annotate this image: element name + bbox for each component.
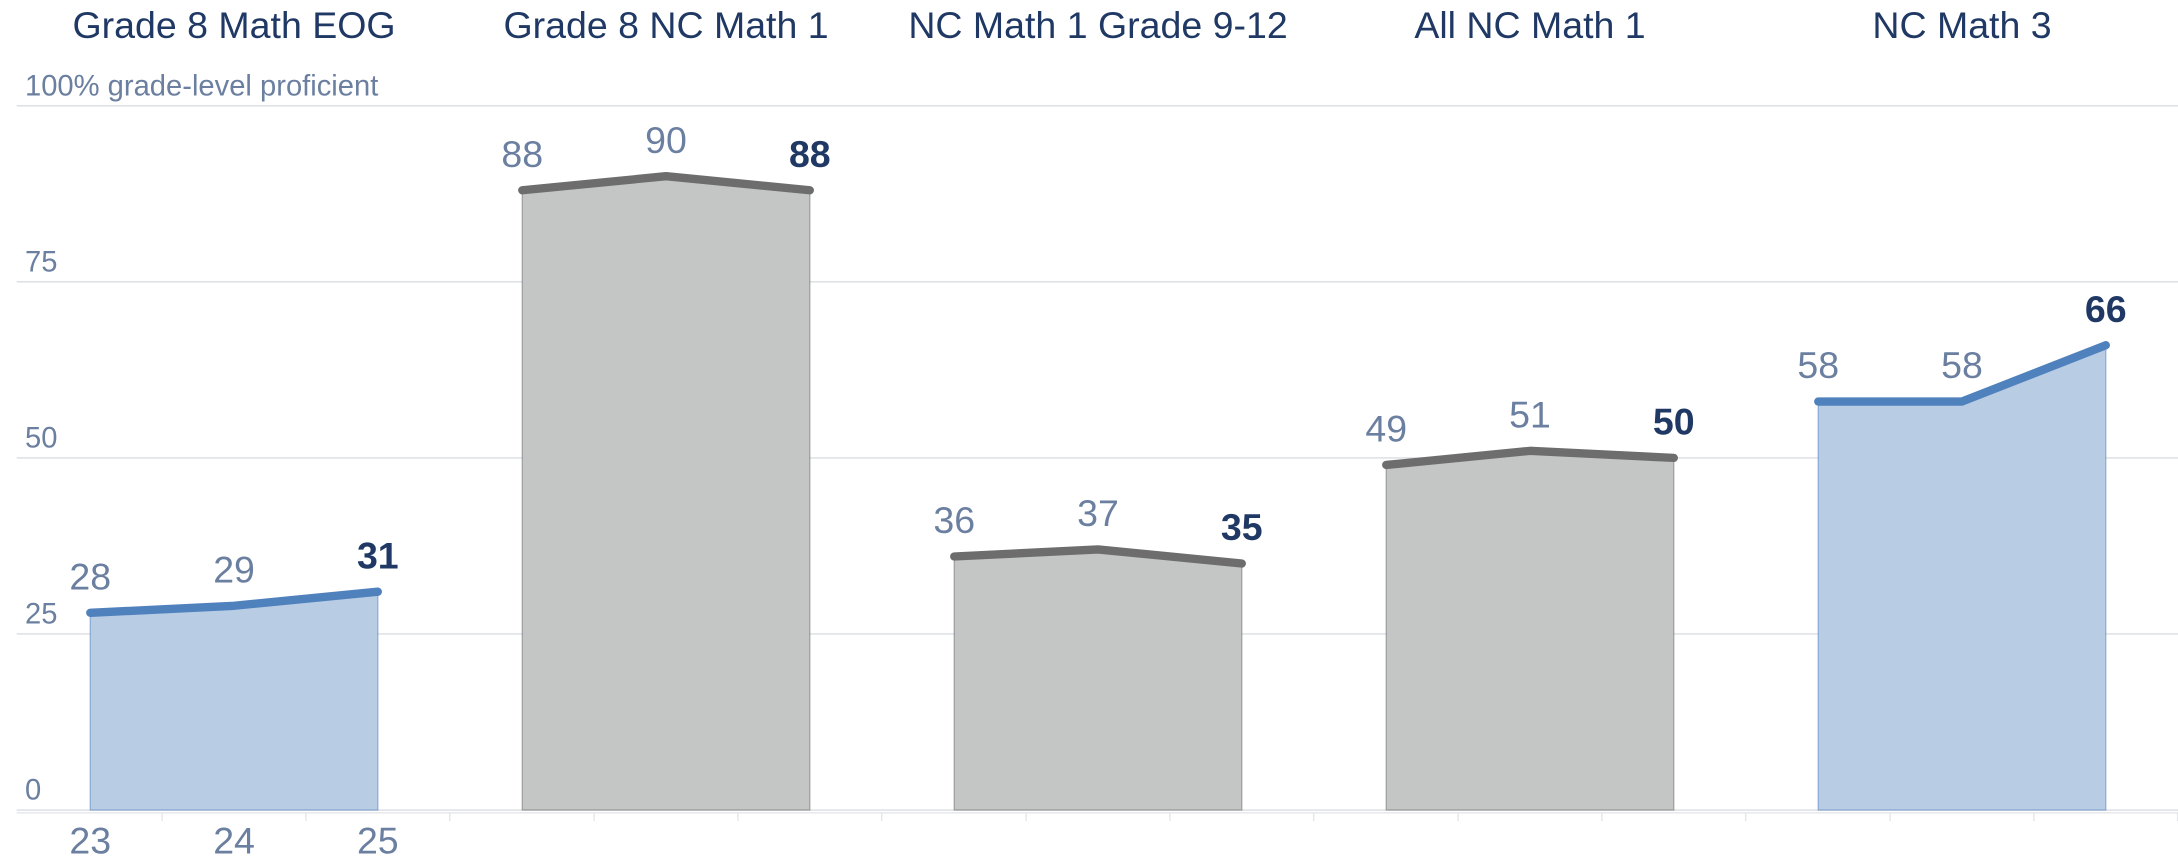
x-tick-label: 24 [213, 819, 255, 861]
area [521, 175, 811, 811]
line [86, 587, 382, 617]
value-label: 51 [1509, 393, 1551, 435]
panel-title: Grade 8 Math EOG [73, 4, 396, 46]
value-label: 29 [213, 548, 255, 590]
value-label: 50 [1653, 400, 1695, 442]
panel-title: NC Math 3 [1872, 4, 2051, 46]
value-label: 36 [933, 499, 975, 541]
panel-title: NC Math 1 Grade 9-12 [908, 4, 1287, 46]
line [950, 545, 1246, 568]
y-tick-label: 75 [25, 246, 57, 278]
area [1817, 344, 2107, 811]
value-label: 35 [1221, 506, 1263, 548]
value-label: 49 [1365, 408, 1407, 450]
y-tick-label: 50 [25, 423, 57, 455]
value-label: 58 [1797, 344, 1839, 386]
value-label: 66 [2085, 288, 2127, 330]
y-tick-label: 25 [25, 599, 57, 631]
area [89, 590, 379, 811]
y-tick-label: 0 [25, 775, 41, 807]
line [1814, 341, 2110, 406]
y-tick-label: 100% grade-level proficient [25, 70, 378, 102]
panel-title: All NC Math 1 [1414, 4, 1645, 46]
value-label: 90 [645, 119, 687, 161]
line [1382, 446, 1678, 470]
value-label: 37 [1077, 492, 1119, 534]
value-label: 58 [1941, 344, 1983, 386]
x-tick-label: 23 [69, 819, 111, 861]
value-label: 88 [789, 133, 831, 175]
line [518, 172, 814, 195]
value-label: 31 [357, 534, 399, 576]
value-label: 28 [69, 555, 111, 597]
area [1385, 450, 1675, 811]
panel-title: Grade 8 NC Math 1 [503, 4, 828, 46]
area [953, 548, 1243, 811]
value-label: 88 [501, 133, 543, 175]
x-tick-label: 25 [357, 819, 399, 861]
